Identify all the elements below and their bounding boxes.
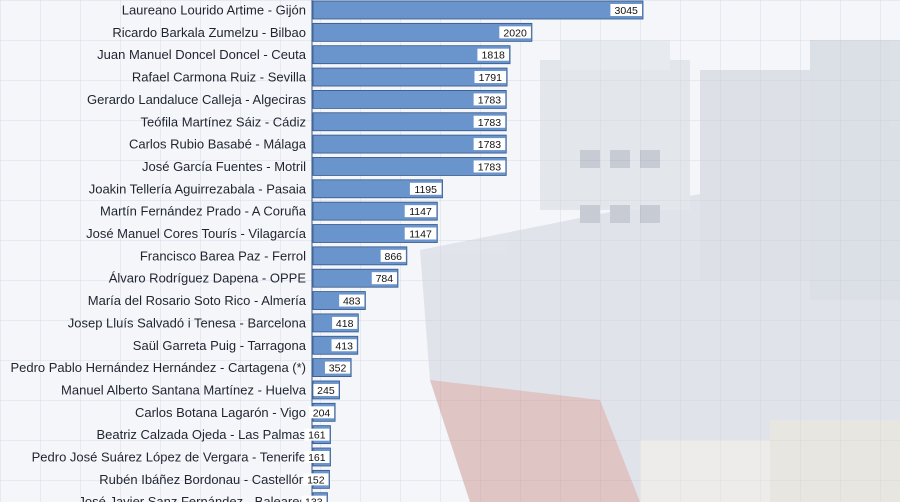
value-label-box [304,451,330,463]
value-label-box [331,339,357,352]
bar [312,0,644,20]
value-label: 1783 [478,94,502,106]
value-label: 204 [313,407,331,419]
category-label: Rubén Ibáñez Bordonau - Castellón [99,472,306,487]
value-label: 1147 [409,229,432,241]
value-label-box [303,473,329,486]
category-label: José García Fuentes - Motril [142,159,306,174]
value-label-box [409,182,442,195]
category-label: Pedro Pablo Hernández Hernández - Cartag… [10,360,306,375]
value-label-box [473,115,506,128]
value-label: 1195 [414,184,437,196]
value-label-box [404,205,437,218]
category-label: Ricardo Barkala Zumelzu - Bilbao [112,25,306,40]
value-label: 161 [308,452,326,464]
category-label: José Javier Sanz Fernández - Baleares [78,494,306,502]
value-label-box [473,160,506,173]
bar [312,45,511,65]
value-label: 418 [336,318,354,330]
category-label: Josep Lluís Salvadó i Tenesa - Barcelona [68,315,307,330]
value-label: 133 [305,497,323,502]
value-label-box [499,26,531,39]
category-label: Rafael Carmona Ruiz - Sevilla [132,70,307,85]
category-label: Álvaro Rodríguez Dapena - OPPE [109,271,307,286]
value-label-box [313,383,339,396]
bar [312,67,508,87]
value-label: 3045 [615,5,639,17]
value-label-box [380,249,406,262]
value-label-box [308,406,335,419]
value-label: 483 [343,296,361,308]
category-label: Martín Fernández Prado - A Coruña [100,204,307,219]
bar [312,112,507,132]
value-label-box [339,294,365,307]
value-label: 1783 [478,139,502,151]
value-label: 1147 [409,206,432,218]
category-label: Gerardo Landaluce Calleja - Algeciras [87,92,306,107]
category-label: Juan Manuel Doncel Doncel - Ceuta [97,47,307,62]
value-label-box [404,227,437,240]
category-label: Manuel Alberto Santana Martínez - Huelva [61,382,307,397]
value-label: 1783 [478,117,502,129]
category-label: Teófila Martínez Sáiz - Cádiz [141,114,306,129]
category-label: Beatriz Calzada Ojeda - Las Palmas [96,427,306,442]
value-label: 1791 [479,72,503,84]
category-label: Laureano Lourido Artime - Gijón [122,3,306,18]
value-label-box [301,495,327,502]
bar [312,134,507,154]
category-label: José Manuel Cores Tourís - Vilagarcía [86,226,307,241]
category-label: María del Rosario Soto Rico - Almería [88,293,307,308]
value-label: 352 [329,363,347,375]
value-label: 1818 [482,50,506,62]
value-label-box [371,272,397,285]
value-label: 161 [308,430,326,442]
value-label-box [474,71,507,84]
category-label: Carlos Botana Lagarón - Vigo [135,405,306,420]
value-label: 784 [376,273,394,285]
value-label-box [473,138,506,151]
category-label: Carlos Rubio Basabé - Málaga [129,137,307,152]
category-label: Saül Garreta Puig - Tarragona [133,338,307,353]
value-label: 1783 [478,161,502,173]
category-label: Pedro José Suárez López de Vergara - Ten… [32,450,306,465]
value-label-box [473,93,506,106]
bar [312,157,507,176]
value-label: 245 [317,385,335,397]
value-label: 866 [384,251,402,263]
bar [312,90,507,109]
value-label-box [304,428,330,441]
value-label: 2020 [503,27,527,39]
value-label: 152 [307,474,325,486]
value-label-box [332,316,358,329]
bar [312,22,533,42]
category-label: Francisco Barea Paz - Ferrol [140,248,306,263]
value-label-box [324,361,351,374]
value-label-box [610,4,642,16]
value-label: 413 [335,340,353,352]
value-label-box [477,48,510,61]
category-label: Joakin Tellería Aguirrezabala - Pasaia [89,181,307,196]
